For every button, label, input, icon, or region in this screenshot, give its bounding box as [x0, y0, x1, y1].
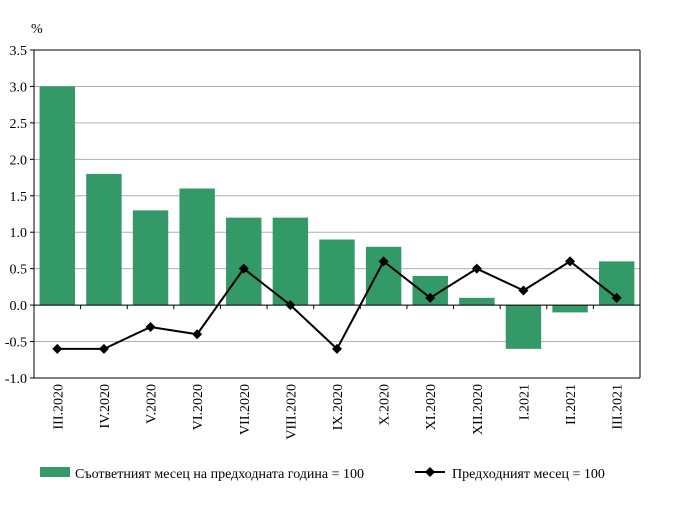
x-tick-label: VII.2020: [238, 384, 253, 435]
x-tick-label: IX.2020: [331, 384, 346, 430]
bar-II.2021: [552, 305, 588, 313]
y-tick-label: -0.5: [5, 336, 27, 351]
bar-IX.2020: [319, 239, 355, 306]
x-tick-label: III.2020: [51, 384, 66, 430]
x-tick-label: IV.2020: [98, 384, 113, 428]
x-tick-label: III.2021: [611, 384, 626, 430]
axes: [33, 49, 641, 379]
line-point-I.2021: [518, 285, 529, 296]
line-point-V.2020: [145, 321, 156, 332]
y-tick-label: 0.0: [10, 299, 28, 314]
x-tick-label: XII.2020: [471, 384, 486, 435]
bar-series: [39, 86, 635, 349]
y-tick-label: 3.0: [10, 80, 28, 95]
line-point-III.2020: [52, 343, 63, 354]
line-point-II.2021: [565, 256, 576, 267]
y-tick-label: 1.0: [10, 226, 28, 241]
x-tick-label: XI.2020: [424, 384, 439, 430]
line-point-III.2021: [611, 292, 622, 303]
x-tick-label: V.2020: [145, 384, 160, 424]
y-tick-label: 2.0: [10, 153, 28, 168]
line-point-VII.2020: [238, 263, 249, 274]
y-unit-label: %: [31, 22, 43, 37]
x-tick-labels: III.2020 IV.2020 V.2020 VI.2020 VII.2020 VIII…: [51, 384, 625, 440]
x-tick-label: I.2021: [517, 384, 532, 420]
line-point-X.2020: [378, 256, 389, 267]
y-tick-labels: -1.0 -0.5 0.0 0.5 1.0 1.5 2.0 2.5 3.0 3.5: [5, 44, 27, 387]
x-tick-label: X.2020: [378, 384, 393, 426]
x-tick-label: VI.2020: [191, 384, 206, 430]
y-tick-label: 3.5: [10, 44, 28, 59]
line-point-XII.2020: [471, 263, 482, 274]
line-point-VI.2020: [192, 329, 203, 340]
bar-XII.2020: [459, 297, 495, 306]
legend-bar-swatch: [40, 467, 70, 477]
y-tick-label: 2.5: [10, 117, 28, 132]
x-tick-label: II.2021: [564, 384, 579, 425]
bar-III.2020: [39, 86, 76, 306]
bar-VIII.2020: [272, 217, 309, 306]
bar-VII.2020: [226, 217, 262, 306]
line-point-XI.2020: [425, 292, 436, 303]
legend: Съответният месец на предходната година …: [40, 467, 605, 482]
line-point-IV.2020: [98, 343, 109, 354]
legend-line-marker: [425, 467, 435, 477]
x-tick-label: VIII.2020: [284, 384, 299, 440]
legend-line-label: Предходният месец = 100: [452, 467, 605, 482]
legend-bar-label: Съответният месец на предходната година …: [75, 467, 364, 482]
line-series: [52, 256, 622, 354]
y-tick-label: 1.5: [10, 190, 28, 205]
line-point-IX.2020: [332, 343, 342, 354]
bar-X.2020: [365, 246, 402, 306]
y-tick-label: 0.5: [10, 263, 28, 278]
y-tick-label: -1.0: [5, 372, 27, 387]
bar-IV.2020: [86, 173, 122, 306]
bar-VI.2020: [179, 188, 215, 306]
bar-V.2020: [132, 210, 169, 306]
bar-I.2021: [505, 305, 542, 349]
